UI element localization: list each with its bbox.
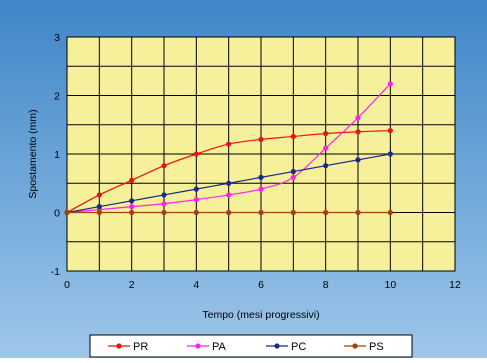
data-point xyxy=(387,209,393,216)
data-point xyxy=(226,180,232,186)
data-point xyxy=(96,204,102,210)
data-point xyxy=(193,151,199,157)
x-axis-title: Tempo (mesi progressivi) xyxy=(202,309,319,321)
data-point xyxy=(226,209,232,216)
legend-swatch-marker xyxy=(116,343,122,349)
data-point xyxy=(387,128,393,134)
data-point xyxy=(387,81,393,87)
legend: PR PA PC PS xyxy=(108,341,384,353)
x-tick-label: 0 xyxy=(64,279,70,291)
y-tick-label: 2 xyxy=(54,91,60,103)
data-point xyxy=(355,129,361,135)
data-point xyxy=(290,168,296,175)
y-axis-title: Spostamento (mm) xyxy=(27,109,39,198)
data-point xyxy=(161,192,167,198)
data-point xyxy=(96,209,102,216)
data-point xyxy=(226,141,232,147)
data-point xyxy=(161,163,167,169)
y-tick-label: -1 xyxy=(51,266,60,278)
data-point xyxy=(193,186,199,192)
data-point xyxy=(129,209,135,216)
legend-label: PA xyxy=(212,341,227,353)
legend-item-pr: PR xyxy=(108,341,148,353)
legend-item-pa: PA xyxy=(187,341,227,353)
x-tick-label: 10 xyxy=(384,279,396,291)
legend-item-pc: PC xyxy=(266,341,306,353)
series-pc xyxy=(64,151,393,216)
data-point xyxy=(64,209,70,216)
legend-label: PC xyxy=(291,341,306,353)
data-point xyxy=(355,157,361,163)
x-tick-label: 6 xyxy=(258,279,264,291)
y-tick-label: 1 xyxy=(54,149,60,161)
x-tick-label: 12 xyxy=(449,279,461,291)
x-tick-label: 2 xyxy=(129,279,135,291)
legend-label: PR xyxy=(133,341,148,353)
legend-box xyxy=(89,334,413,358)
legend-item-ps: PS xyxy=(344,341,384,353)
data-point xyxy=(226,192,232,198)
data-point xyxy=(96,192,102,198)
data-point xyxy=(290,133,296,140)
data-point xyxy=(290,174,296,180)
data-point xyxy=(323,145,329,151)
data-point xyxy=(323,209,329,216)
legend-swatch-marker xyxy=(352,343,358,349)
data-point xyxy=(161,209,167,216)
legend-swatch-marker xyxy=(195,343,201,349)
data-point xyxy=(323,163,329,169)
data-point xyxy=(129,198,135,204)
data-point xyxy=(387,151,393,157)
data-point xyxy=(258,186,264,192)
data-point xyxy=(258,136,264,142)
data-point xyxy=(355,115,361,121)
data-point xyxy=(193,197,199,203)
legend-swatch-marker xyxy=(274,343,280,349)
legend-label: PS xyxy=(369,341,384,353)
series-ps xyxy=(64,209,393,216)
x-tick-label: 4 xyxy=(193,279,199,291)
data-point xyxy=(258,209,264,216)
data-point xyxy=(161,201,167,207)
data-point xyxy=(129,204,135,210)
data-point xyxy=(355,209,361,216)
y-tick-label: 3 xyxy=(54,32,60,44)
x-tick-label: 8 xyxy=(323,279,329,291)
data-point xyxy=(193,209,199,216)
data-point xyxy=(258,174,264,180)
data-point xyxy=(129,177,135,183)
y-tick-label: 0 xyxy=(54,208,60,220)
data-point xyxy=(290,209,296,216)
data-point xyxy=(323,130,329,137)
data-series xyxy=(64,81,393,216)
